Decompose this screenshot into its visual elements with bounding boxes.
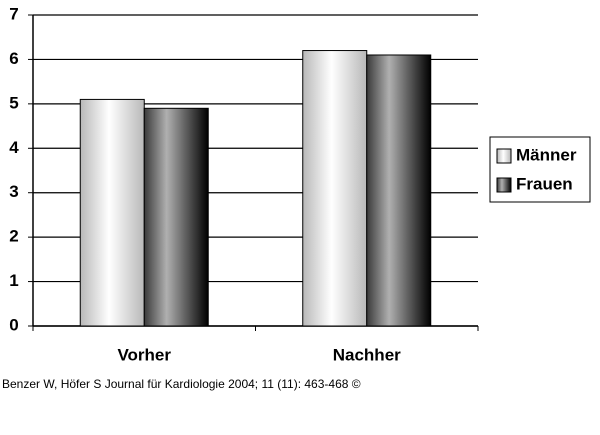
y-tick-label: 0	[9, 315, 18, 334]
y-tick-label: 7	[9, 4, 18, 23]
legend-label: Männer	[516, 145, 577, 164]
x-tick-label: Nachher	[333, 345, 401, 364]
y-tick-label: 3	[9, 182, 18, 201]
y-tick-label: 6	[9, 49, 18, 68]
y-tick-label: 4	[9, 138, 19, 157]
y-tick-label: 2	[9, 227, 18, 246]
caption: Benzer W, Höfer S Journal für Kardiologi…	[2, 377, 361, 391]
legend-label: Frauen	[516, 174, 573, 193]
bar	[302, 50, 368, 327]
y-tick-label: 1	[9, 271, 18, 290]
bar	[366, 54, 432, 327]
bar	[143, 107, 209, 327]
y-tick-label: 5	[9, 93, 18, 112]
x-tick-label: Vorher	[117, 345, 171, 364]
bar	[79, 98, 145, 327]
legend-swatch	[496, 177, 512, 193]
legend-swatch	[496, 148, 512, 164]
